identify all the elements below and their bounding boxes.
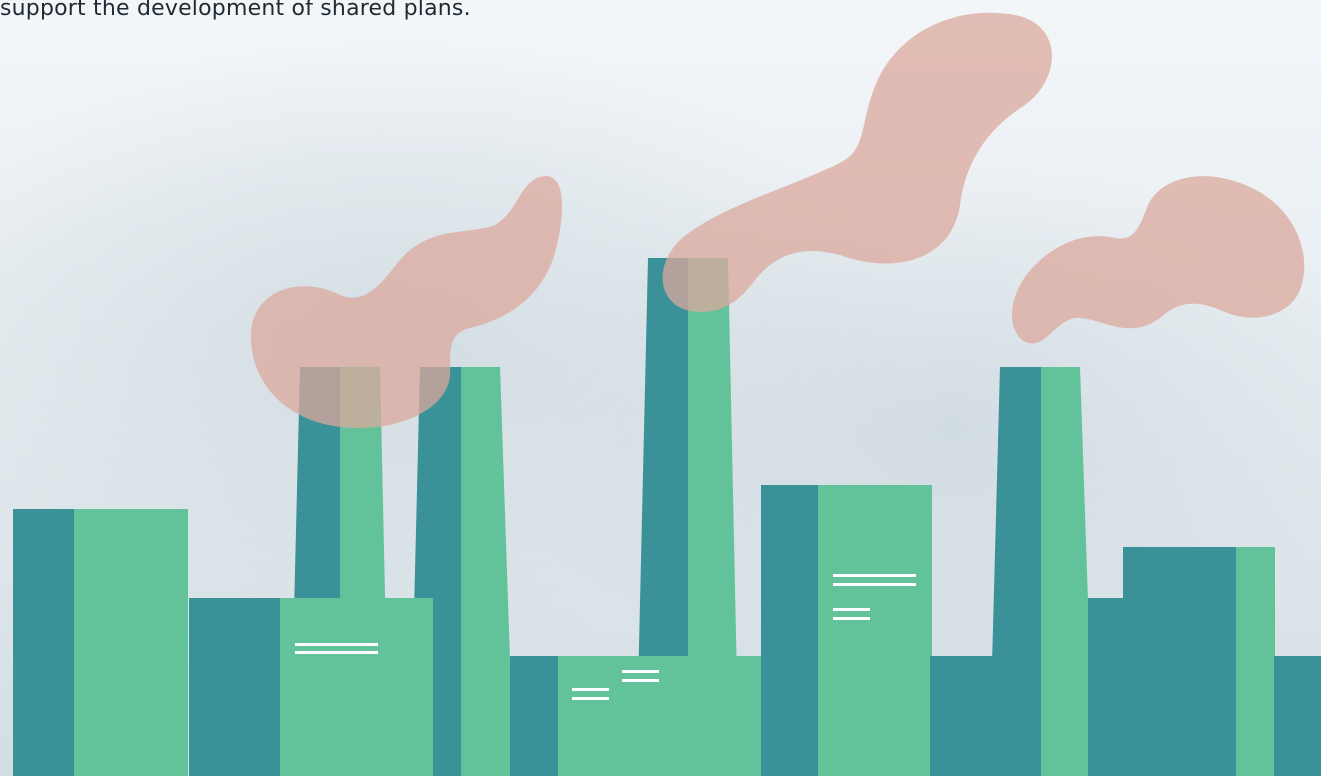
building-center-strip xyxy=(510,656,560,776)
building-center-low xyxy=(558,656,786,776)
window-line xyxy=(295,643,378,646)
window-line xyxy=(622,670,659,673)
window-line xyxy=(833,574,916,577)
chimney-4 xyxy=(989,367,1094,776)
window-line xyxy=(622,679,659,682)
window-line xyxy=(833,583,916,586)
window-line xyxy=(833,617,870,620)
building-right-strip xyxy=(930,656,995,776)
window-line xyxy=(295,651,378,654)
smoke-plume-right xyxy=(1012,176,1305,344)
building-far-left xyxy=(13,509,188,776)
smoke-plume-center xyxy=(662,12,1052,313)
building-left-low xyxy=(189,598,433,776)
window-line xyxy=(572,688,609,691)
smoke-plume-left xyxy=(250,175,563,428)
window-line xyxy=(572,697,609,700)
chimney-3-tall xyxy=(636,258,739,776)
window-line xyxy=(833,608,870,611)
caption-text: support the development of shared plans. xyxy=(0,0,471,21)
building-right xyxy=(1088,547,1321,776)
building-center-tower xyxy=(761,485,932,776)
